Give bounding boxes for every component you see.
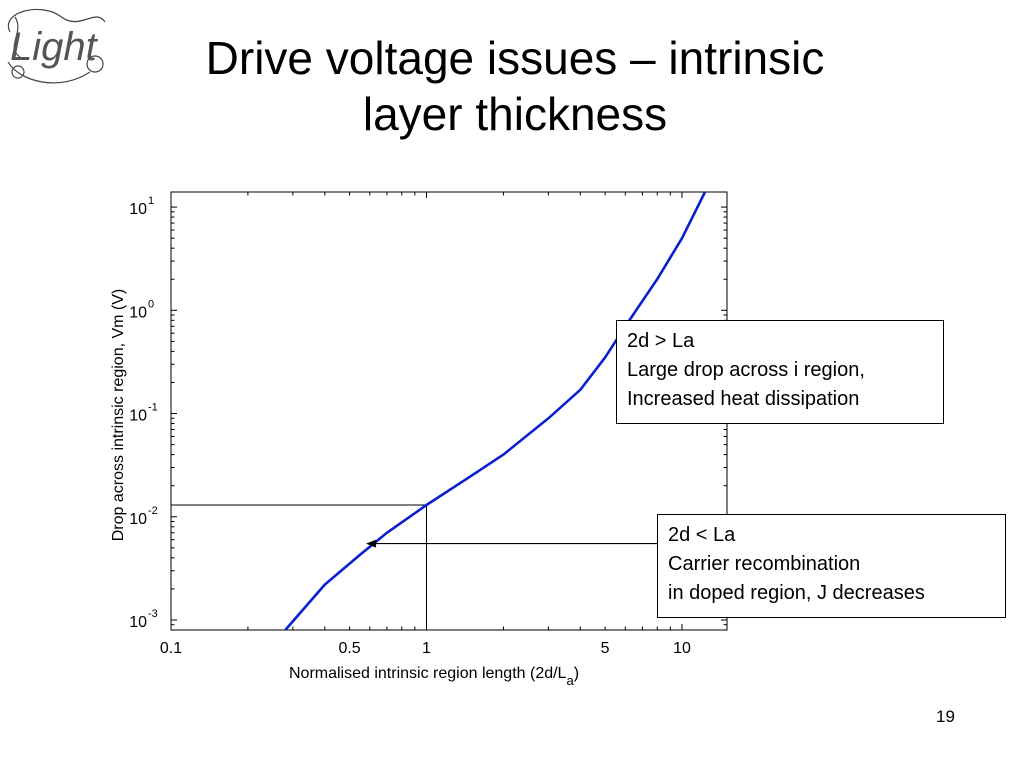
callout-long-region: 2d > La Large drop across i region, Incr… bbox=[616, 320, 944, 424]
y-tick-label: 10 bbox=[129, 511, 147, 528]
callout-low-line-3: in doped region, J decreases bbox=[668, 582, 925, 604]
callout-low-line-1: 2d < La bbox=[668, 524, 736, 546]
series-line-0 bbox=[284, 192, 707, 630]
x-tick-label: 10 bbox=[673, 640, 691, 657]
slide-title: Drive voltage issues – intrinsic layer t… bbox=[110, 30, 920, 142]
callout-high-line-1: 2d > La bbox=[627, 330, 695, 352]
y-tick-exponent: -1 bbox=[148, 402, 158, 414]
callout-short-region: 2d < La Carrier recombination in doped r… bbox=[657, 514, 1006, 618]
y-tick-exponent: 1 bbox=[148, 195, 154, 207]
callout-low-line-2: Carrier recombination bbox=[668, 553, 861, 575]
y-tick-label: 10 bbox=[129, 614, 147, 631]
y-tick-label: 10 bbox=[129, 201, 147, 218]
light-logo: Light bbox=[7, 8, 106, 84]
slide-number: 19 bbox=[936, 707, 955, 726]
x-axis-label: Normalised intrinsic region length (2d/L… bbox=[289, 665, 579, 688]
x-tick-label: 1 bbox=[422, 640, 431, 657]
title-line-2: layer thickness bbox=[362, 88, 668, 140]
x-tick-label: 0.1 bbox=[160, 640, 182, 657]
y-tick-exponent: 0 bbox=[148, 298, 154, 310]
y-tick-exponent: -3 bbox=[148, 608, 158, 620]
x-tick-label: 5 bbox=[601, 640, 610, 657]
y-tick-label: 10 bbox=[129, 408, 147, 425]
callout-high-line-3: Increased heat dissipation bbox=[627, 388, 860, 410]
x-tick-label: 0.5 bbox=[338, 640, 360, 657]
y-tick-label: 10 bbox=[129, 304, 147, 321]
title-line-1: Drive voltage issues – intrinsic bbox=[205, 32, 825, 84]
callout-high-line-2: Large drop across i region, bbox=[627, 359, 865, 381]
logo-text: Light bbox=[10, 25, 99, 69]
arrow-head bbox=[366, 539, 377, 548]
y-tick-exponent: -2 bbox=[148, 505, 158, 517]
y-axis-label: Drop across intrinsic region, Vm (V) bbox=[110, 289, 127, 542]
